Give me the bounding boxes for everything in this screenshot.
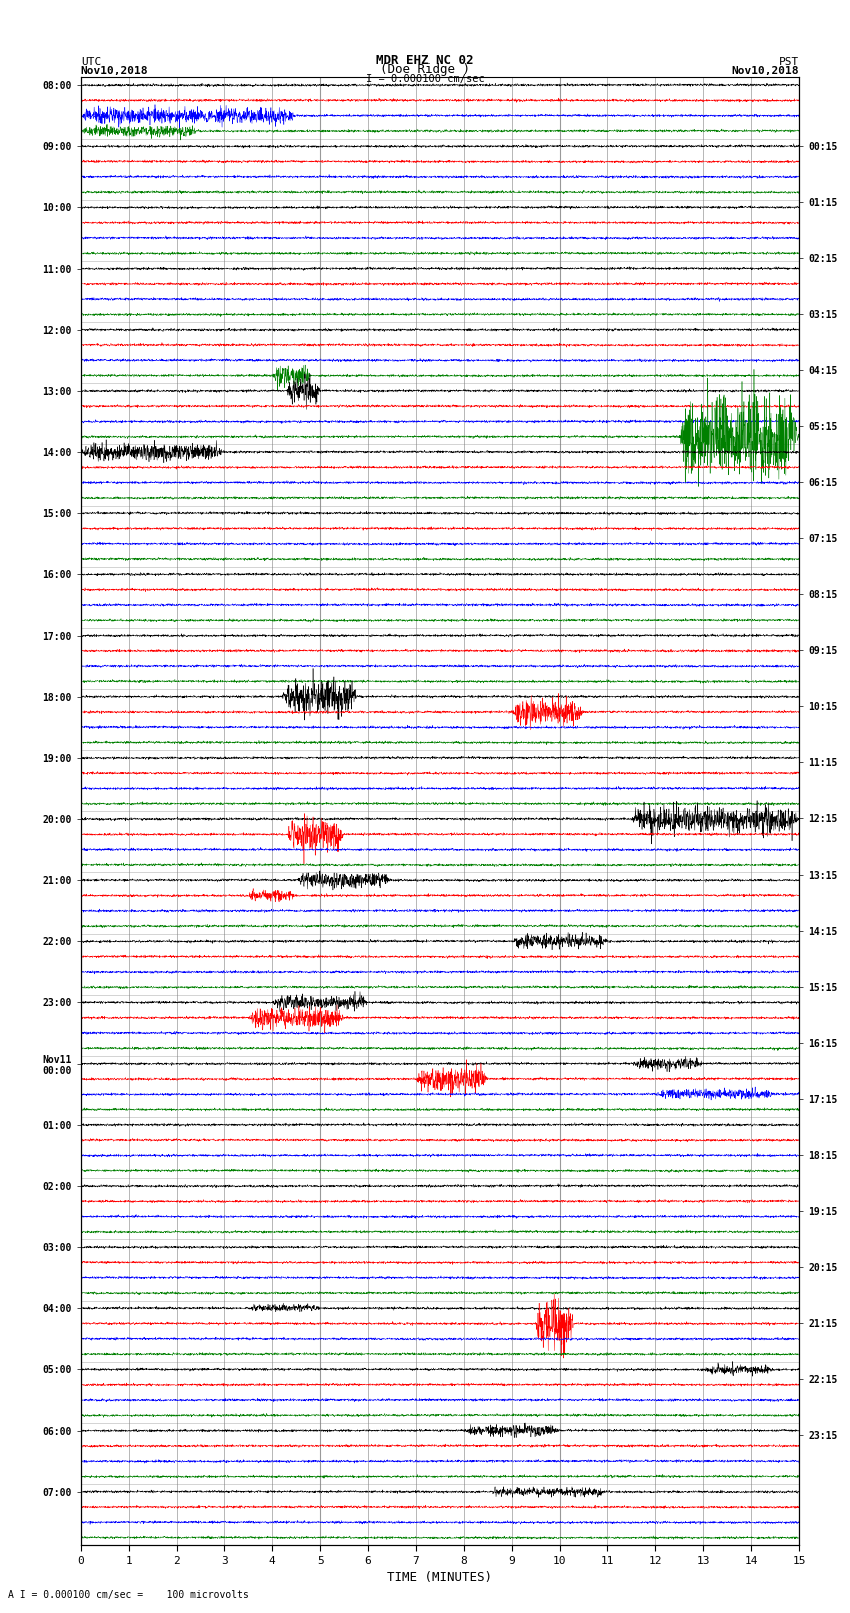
Text: I = 0.000100 cm/sec: I = 0.000100 cm/sec: [366, 74, 484, 84]
Text: UTC: UTC: [81, 56, 101, 66]
Text: Nov10,2018: Nov10,2018: [732, 66, 799, 76]
Text: PST: PST: [779, 56, 799, 66]
Text: MDR EHZ NC 02: MDR EHZ NC 02: [377, 53, 473, 66]
Text: A I = 0.000100 cm/sec =    100 microvolts: A I = 0.000100 cm/sec = 100 microvolts: [8, 1590, 249, 1600]
X-axis label: TIME (MINUTES): TIME (MINUTES): [388, 1571, 492, 1584]
Text: Nov10,2018: Nov10,2018: [81, 66, 148, 76]
Text: (Doe Ridge ): (Doe Ridge ): [380, 63, 470, 76]
